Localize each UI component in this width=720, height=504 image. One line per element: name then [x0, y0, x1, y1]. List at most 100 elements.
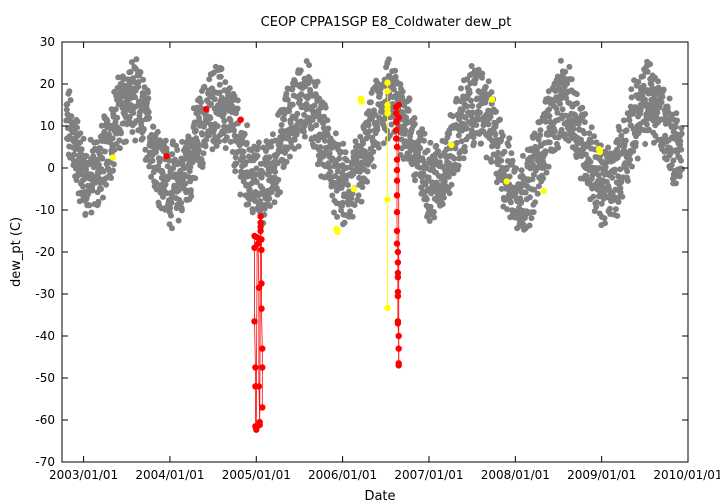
data-point-bad [257, 227, 264, 235]
y-tick-label: -20 [35, 245, 55, 259]
data-point-good [357, 133, 364, 140]
data-point-good [666, 95, 673, 102]
data-point-bad [394, 274, 402, 281]
data-point-good [342, 149, 349, 156]
data-point-good [233, 160, 240, 167]
data-point-good [505, 142, 512, 149]
data-point-bad [393, 135, 400, 142]
data-point-good [493, 108, 499, 115]
data-point-good [420, 170, 427, 177]
data-point-good [535, 183, 542, 190]
data-point-good [86, 202, 93, 209]
data-point-good [442, 139, 449, 145]
data-point-good [439, 201, 446, 208]
data-point-good [338, 149, 345, 155]
data-point-good [471, 139, 477, 146]
data-point-good [249, 209, 256, 216]
data-point-good [385, 56, 392, 63]
data-point-good [99, 155, 106, 162]
data-point-good [634, 155, 641, 162]
data-point-bad [394, 320, 402, 327]
data-point-bad [203, 106, 210, 113]
data-point-good [114, 114, 121, 121]
data-point-bad [393, 192, 401, 199]
data-point-bad [394, 292, 402, 300]
data-point-good [332, 130, 339, 137]
data-point-good [359, 184, 366, 191]
data-point-good [317, 144, 324, 151]
data-point-good [89, 187, 96, 194]
data-point-good [112, 119, 119, 126]
data-point-good [632, 139, 639, 146]
data-point-good [199, 160, 206, 167]
data-point-good [637, 107, 644, 114]
data-point-good [106, 131, 112, 138]
data-point-good [311, 102, 318, 109]
data-point-good [149, 157, 156, 164]
data-point-good [676, 173, 683, 180]
data-point-good [446, 190, 453, 197]
data-point-good [672, 123, 679, 130]
data-point-good [601, 215, 608, 222]
data-point-good [421, 130, 428, 137]
data-point-good [611, 166, 618, 173]
data-point-good [178, 200, 185, 206]
data-point-questionable [503, 178, 510, 185]
data-point-good [77, 130, 84, 137]
data-point-good [101, 128, 108, 135]
data-point-good [198, 99, 205, 106]
data-point-good [281, 111, 288, 117]
data-point-good [245, 201, 252, 208]
data-point-good [668, 162, 675, 168]
connector-bad [255, 237, 258, 430]
data-point-good [640, 82, 647, 89]
data-point-good [445, 173, 452, 180]
data-point-good [343, 157, 350, 164]
data-point-questionable [384, 196, 391, 203]
data-point-good [179, 138, 186, 145]
data-point-good [487, 113, 494, 120]
data-point-good [306, 76, 313, 83]
data-point-good [614, 212, 621, 219]
data-point-good [587, 158, 594, 165]
data-point-good [120, 76, 127, 83]
data-point-good [640, 73, 647, 80]
data-point-good [596, 165, 603, 172]
data-point-good [464, 103, 471, 110]
data-point-good [412, 177, 418, 184]
data-point-good [100, 194, 106, 201]
data-point-good [371, 107, 377, 114]
data-point-bad [237, 116, 244, 123]
data-point-good [609, 174, 616, 181]
data-point-good [97, 145, 104, 152]
data-point-good [108, 175, 115, 181]
data-point-good [325, 125, 332, 132]
data-point-good [191, 119, 198, 126]
data-point-good [452, 145, 459, 152]
data-point-good [473, 122, 480, 128]
data-point-good [200, 150, 207, 157]
data-point-good [216, 138, 223, 145]
data-point-good [467, 97, 474, 104]
data-point-bad [252, 364, 259, 371]
data-point-good [593, 139, 600, 146]
chart-title: CEOP CPPA1SGP E8_Coldwater dew_pt [261, 15, 512, 30]
data-point-bad [393, 227, 401, 235]
data-point-good [326, 164, 333, 171]
data-point-good [468, 127, 475, 134]
data-point-good [460, 155, 467, 162]
data-point-good [499, 132, 506, 139]
data-point-good [240, 154, 247, 161]
data-point-good [562, 68, 569, 75]
data-point-questionable [448, 141, 455, 149]
data-point-good [294, 110, 301, 117]
data-point-good [555, 144, 562, 151]
data-point-good [602, 220, 608, 227]
data-point-good [63, 117, 70, 124]
data-point-good [574, 100, 580, 107]
data-point-good [618, 132, 625, 139]
data-point-good [83, 166, 89, 173]
data-point-good [243, 139, 250, 146]
data-point-good [294, 125, 301, 132]
